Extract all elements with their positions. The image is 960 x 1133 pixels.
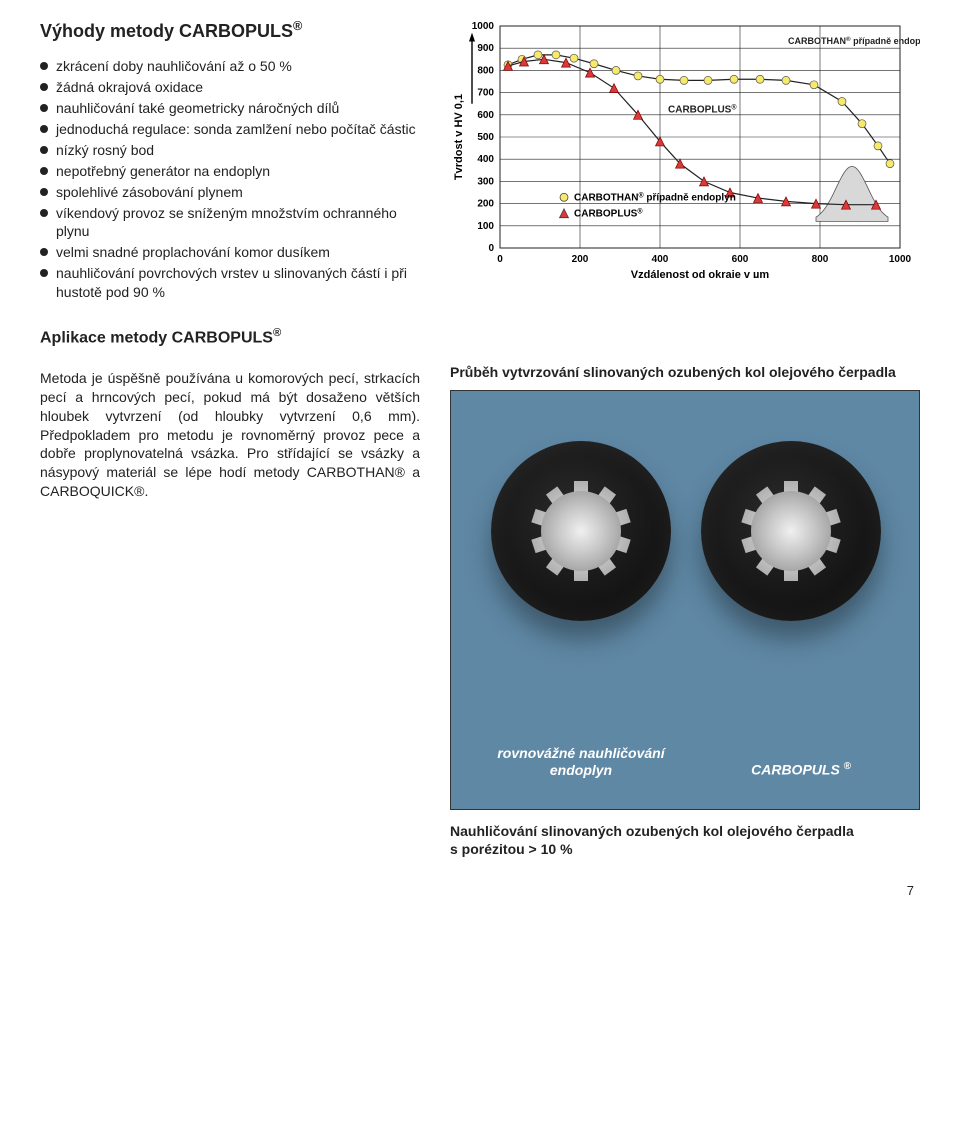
svg-text:400: 400 xyxy=(477,154,494,165)
benefit-item: nauhličování také geometricky náročných … xyxy=(40,99,420,118)
photo-label-left-2: endoplyn xyxy=(550,762,612,778)
gear-left-hub xyxy=(541,491,621,571)
svg-text:1000: 1000 xyxy=(472,21,495,32)
photo-label-right: CARBOPULS ® xyxy=(711,761,891,778)
benefit-item: spolehlivé zásobování plynem xyxy=(40,183,420,202)
gear-right xyxy=(701,441,881,621)
body-paragraph: Metoda je úspěšně používána u komorových… xyxy=(40,369,420,501)
svg-text:300: 300 xyxy=(477,176,494,187)
svg-text:0: 0 xyxy=(488,243,494,254)
svg-text:Tvrdost v HV 0,1: Tvrdost v HV 0,1 xyxy=(453,94,465,180)
benefit-item: žádná okrajová oxidace xyxy=(40,78,420,97)
svg-text:0: 0 xyxy=(497,254,503,265)
svg-text:400: 400 xyxy=(652,254,669,265)
page-number: 7 xyxy=(40,882,920,900)
h2-text: Aplikace metody CARBOPULS xyxy=(40,329,273,346)
svg-text:800: 800 xyxy=(812,254,829,265)
svg-text:800: 800 xyxy=(477,65,494,76)
benefits-list: zkrácení doby nauhličování až o 50 % žádn… xyxy=(40,57,420,302)
gear-photo: rovnovážné nauhličování endoplyn CARBOPU… xyxy=(450,390,920,810)
benefit-item: nauhličování povrchových vrstev u slinov… xyxy=(40,264,420,302)
svg-text:200: 200 xyxy=(572,254,589,265)
svg-text:100: 100 xyxy=(477,221,494,232)
gear-left xyxy=(491,441,671,621)
benefit-item: zkrácení doby nauhličování až o 50 % xyxy=(40,57,420,76)
benefit-item: víkendový provoz se sníženým množstvím o… xyxy=(40,204,420,242)
section-title-applications: Aplikace metody CARBOPULS® xyxy=(40,326,920,349)
benefit-item: nízký rosný bod xyxy=(40,141,420,160)
chart-svg: 0 200 400 600 800 1000 0 100 200 300 400 500 600 700 8… xyxy=(450,18,920,278)
svg-text:200: 200 xyxy=(477,199,494,210)
gear-right-hub xyxy=(751,491,831,571)
hardness-chart: 0 200 400 600 800 1000 0 100 200 300 400 500 600 700 8… xyxy=(450,18,920,278)
svg-text:1000: 1000 xyxy=(889,254,912,265)
title-text: Výhody metody CARBOPULS xyxy=(40,21,293,41)
photo-label-right-sup: ® xyxy=(844,761,851,772)
svg-text:CARBOPLUS®: CARBOPLUS® xyxy=(668,103,737,116)
svg-text:CARBOTHAN® případně endoplyn: CARBOTHAN® případně endoplyn xyxy=(574,191,736,204)
h2-sup: ® xyxy=(273,327,281,339)
svg-text:CARBOTHAN® případně endoplyn: CARBOTHAN® případně endoplyn xyxy=(788,34,920,46)
benefit-item: nepotřebný generátor na endoplyn xyxy=(40,162,420,181)
caption-bottom-2: s porézitou > 10 % xyxy=(450,841,573,857)
svg-text:CARBOPLUS®: CARBOPLUS® xyxy=(574,207,643,220)
photo-caption-bottom: Nauhličování slinovaných ozubených kol o… xyxy=(450,822,920,858)
benefit-item: jednoduchá regulace: sonda zamlžení nebo… xyxy=(40,120,420,139)
caption-bottom-1: Nauhličování slinovaných ozubených kol o… xyxy=(450,823,854,839)
svg-text:500: 500 xyxy=(477,132,494,143)
title-sup: ® xyxy=(293,19,302,33)
photo-caption-top: Průběh vytvrzování slinovaných ozubených… xyxy=(450,363,920,382)
benefit-item: velmi snadné proplachování komor dusíkem xyxy=(40,243,420,262)
svg-text:600: 600 xyxy=(732,254,749,265)
svg-text:Vzdálenost od okraje v µm: Vzdálenost od okraje v µm xyxy=(631,269,770,278)
svg-text:700: 700 xyxy=(477,88,494,99)
page-title: Výhody metody CARBOPULS® xyxy=(40,18,420,43)
photo-label-right-text: CARBOPULS xyxy=(751,762,840,778)
svg-text:900: 900 xyxy=(477,43,494,54)
photo-label-left-1: rovnovážné nauhličování xyxy=(497,745,664,761)
photo-label-left: rovnovážné nauhličování endoplyn xyxy=(491,745,671,779)
svg-text:600: 600 xyxy=(477,110,494,121)
